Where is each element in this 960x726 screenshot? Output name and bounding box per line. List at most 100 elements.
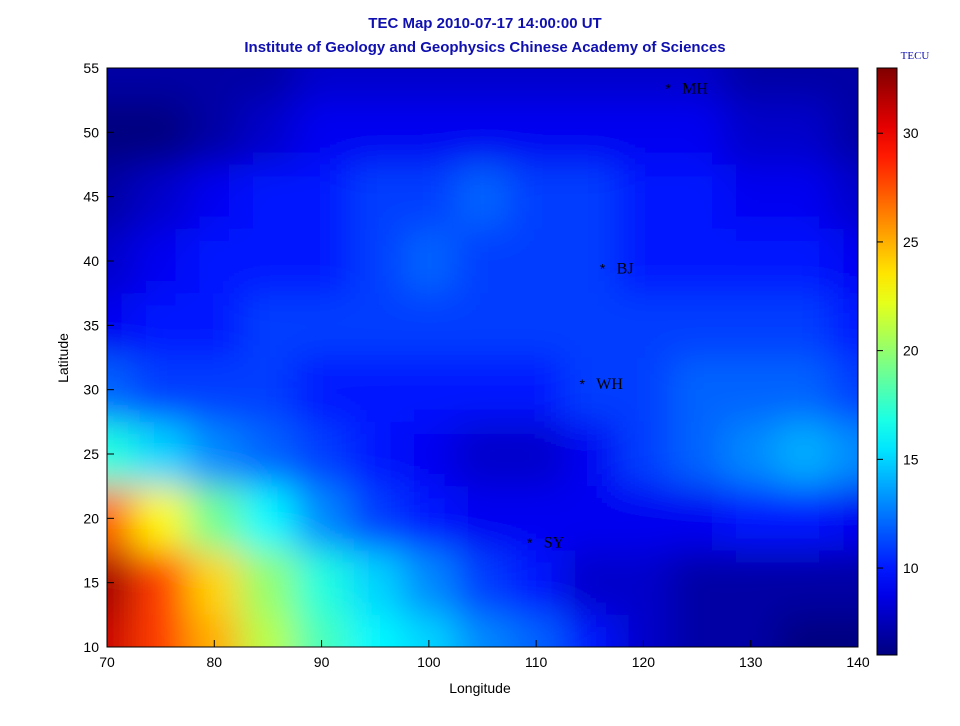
heat-cell bbox=[562, 614, 618, 647]
heat-cell bbox=[133, 486, 189, 552]
heat-cell bbox=[348, 550, 404, 616]
heat-cell bbox=[455, 68, 511, 102]
heat-cell bbox=[831, 550, 858, 616]
x-tick-label: 130 bbox=[739, 654, 763, 670]
heat-cell bbox=[562, 421, 618, 488]
heat-cell bbox=[402, 164, 457, 230]
station-marker: * bbox=[580, 376, 586, 392]
heat-cell bbox=[107, 421, 135, 488]
axes: 70 80 90 100 110 120 130 140 10 15 20 25 30 35 40 45 50 5… bbox=[83, 60, 869, 670]
heat-cell bbox=[455, 228, 511, 295]
heat-cell bbox=[509, 421, 564, 488]
heat-cell bbox=[133, 421, 189, 488]
heat-cell bbox=[241, 164, 296, 230]
heat-cell bbox=[670, 68, 725, 102]
heat-cell bbox=[107, 164, 135, 230]
heat-cell bbox=[831, 228, 858, 295]
heat-cell bbox=[777, 68, 833, 102]
heat-cell bbox=[294, 293, 350, 359]
heat-cell bbox=[509, 293, 564, 359]
heat-cell bbox=[509, 164, 564, 230]
field bbox=[107, 68, 858, 647]
colorbar-tick-label: 25 bbox=[903, 234, 919, 250]
heat-cell bbox=[509, 357, 564, 423]
heat-cell bbox=[723, 550, 779, 616]
station-label: SY bbox=[544, 534, 565, 551]
heat-cell bbox=[562, 486, 618, 552]
heat-cell bbox=[187, 228, 243, 295]
heat-cell bbox=[616, 293, 672, 359]
heat-cell bbox=[294, 486, 350, 552]
heat-cell bbox=[831, 357, 858, 423]
y-tick-label: 30 bbox=[83, 382, 99, 398]
heat-cell bbox=[670, 100, 725, 166]
heat-cell bbox=[107, 100, 135, 166]
colorbar-tick-label: 10 bbox=[903, 560, 919, 576]
x-tick-label: 120 bbox=[632, 654, 656, 670]
heat-cell bbox=[133, 357, 189, 423]
station-marker: * bbox=[527, 534, 533, 550]
heat-cell bbox=[107, 486, 135, 552]
y-tick-label: 15 bbox=[83, 575, 99, 591]
heat-cell bbox=[241, 614, 296, 647]
heat-cell bbox=[509, 550, 564, 616]
heat-cell bbox=[670, 164, 725, 230]
heat-cell bbox=[455, 293, 511, 359]
station-marker: * bbox=[600, 260, 606, 276]
heat-cell bbox=[348, 357, 404, 423]
heat-cell bbox=[723, 100, 779, 166]
heat-cell bbox=[670, 228, 725, 295]
heat-cell bbox=[723, 293, 779, 359]
heat-cell bbox=[616, 486, 672, 552]
heat-cell bbox=[723, 68, 779, 102]
heat-cell bbox=[241, 293, 296, 359]
heat-cell bbox=[670, 421, 725, 488]
heat-cell bbox=[294, 164, 350, 230]
heat-cell bbox=[402, 68, 457, 102]
x-tick-label: 70 bbox=[99, 654, 115, 670]
heat-cell bbox=[562, 550, 618, 616]
heat-cell bbox=[402, 100, 457, 166]
heat-cell bbox=[616, 228, 672, 295]
heat-cell bbox=[402, 421, 457, 488]
heat-cell bbox=[348, 614, 404, 647]
heat-cell bbox=[133, 614, 189, 647]
heat-cell bbox=[294, 228, 350, 295]
heat-cell bbox=[723, 486, 779, 552]
y-tick-label: 20 bbox=[83, 510, 99, 526]
heat-cell bbox=[777, 614, 833, 647]
heat-cell bbox=[241, 486, 296, 552]
x-tick-label: 80 bbox=[206, 654, 222, 670]
heat-cell bbox=[187, 100, 243, 166]
heat-cell bbox=[402, 293, 457, 359]
heat-cell bbox=[241, 421, 296, 488]
heat-cell bbox=[294, 100, 350, 166]
heat-cell bbox=[294, 421, 350, 488]
heat-cell bbox=[723, 421, 779, 488]
y-tick-label: 40 bbox=[83, 253, 99, 269]
heat-cell bbox=[348, 421, 404, 488]
heat-cell bbox=[777, 421, 833, 488]
x-tick-label: 100 bbox=[417, 654, 441, 670]
heat-cell bbox=[455, 100, 511, 166]
heat-cell bbox=[241, 68, 296, 102]
heat-cell bbox=[107, 228, 135, 295]
y-tick-label: 35 bbox=[83, 317, 99, 333]
heat-cell bbox=[348, 486, 404, 552]
heat-cell bbox=[777, 486, 833, 552]
heat-cell bbox=[509, 228, 564, 295]
heat-cell bbox=[831, 421, 858, 488]
heat-cell bbox=[723, 614, 779, 647]
heat-cell bbox=[777, 228, 833, 295]
heat-cell bbox=[348, 228, 404, 295]
heat-cell bbox=[562, 68, 618, 102]
heat-cell bbox=[562, 228, 618, 295]
heat-cell bbox=[777, 357, 833, 423]
heat-cell bbox=[187, 68, 243, 102]
heat-cell bbox=[348, 164, 404, 230]
heat-cell bbox=[107, 357, 135, 423]
heat-cell bbox=[831, 164, 858, 230]
heat-cell bbox=[777, 100, 833, 166]
heat-cell bbox=[187, 486, 243, 552]
